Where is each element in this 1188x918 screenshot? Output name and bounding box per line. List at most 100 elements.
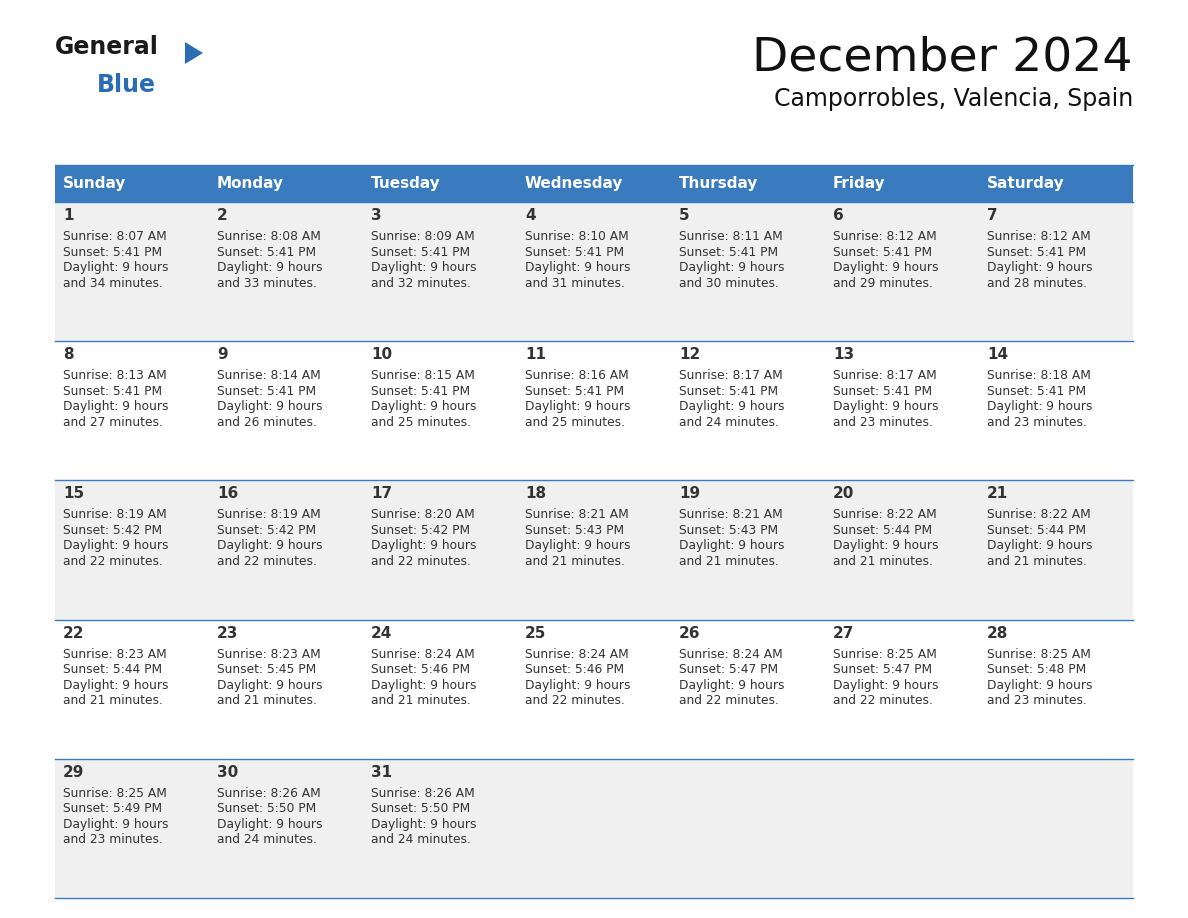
Text: and 21 minutes.: and 21 minutes. [680,554,779,568]
Text: Sunset: 5:47 PM: Sunset: 5:47 PM [833,663,933,676]
Text: Daylight: 9 hours: Daylight: 9 hours [833,400,939,413]
Text: Daylight: 9 hours: Daylight: 9 hours [987,678,1093,691]
Text: Sunday: Sunday [63,176,126,191]
Text: Sunset: 5:41 PM: Sunset: 5:41 PM [217,245,316,259]
Text: Sunset: 5:46 PM: Sunset: 5:46 PM [371,663,470,676]
Bar [55,165,1133,202]
Text: and 22 minutes.: and 22 minutes. [217,554,317,568]
Text: Sunset: 5:41 PM: Sunset: 5:41 PM [63,245,162,259]
Text: Sunrise: 8:26 AM: Sunrise: 8:26 AM [371,787,475,800]
Text: Sunrise: 8:26 AM: Sunrise: 8:26 AM [217,787,321,800]
Text: 9: 9 [217,347,228,363]
Text: Sunset: 5:48 PM: Sunset: 5:48 PM [987,663,1086,676]
Text: Daylight: 9 hours: Daylight: 9 hours [371,400,476,413]
Text: Daylight: 9 hours: Daylight: 9 hours [217,678,322,691]
Text: Daylight: 9 hours: Daylight: 9 hours [63,818,169,831]
Text: and 24 minutes.: and 24 minutes. [680,416,779,429]
Text: 14: 14 [987,347,1009,363]
Text: 31: 31 [371,765,392,779]
Text: Sunset: 5:42 PM: Sunset: 5:42 PM [217,524,316,537]
Text: and 34 minutes.: and 34 minutes. [63,276,163,289]
Bar [55,341,1133,480]
Text: Daylight: 9 hours: Daylight: 9 hours [63,261,169,274]
Text: and 27 minutes.: and 27 minutes. [63,416,163,429]
Text: Sunset: 5:43 PM: Sunset: 5:43 PM [680,524,778,537]
Text: Sunset: 5:41 PM: Sunset: 5:41 PM [371,385,470,397]
Text: Sunrise: 8:20 AM: Sunrise: 8:20 AM [371,509,475,521]
Text: and 29 minutes.: and 29 minutes. [833,276,933,289]
Text: Sunset: 5:44 PM: Sunset: 5:44 PM [63,663,162,676]
Text: Sunrise: 8:25 AM: Sunrise: 8:25 AM [987,647,1091,661]
Text: and 21 minutes.: and 21 minutes. [217,694,317,707]
Text: 24: 24 [371,625,392,641]
Text: and 21 minutes.: and 21 minutes. [525,554,625,568]
Text: Sunset: 5:50 PM: Sunset: 5:50 PM [371,802,470,815]
Text: 16: 16 [217,487,239,501]
Text: 25: 25 [525,625,546,641]
Text: 11: 11 [525,347,546,363]
Text: Monday: Monday [217,176,284,191]
Text: Sunset: 5:41 PM: Sunset: 5:41 PM [217,385,316,397]
Text: Sunset: 5:41 PM: Sunset: 5:41 PM [680,385,778,397]
Text: and 25 minutes.: and 25 minutes. [371,416,470,429]
Text: 10: 10 [371,347,392,363]
Text: Sunrise: 8:24 AM: Sunrise: 8:24 AM [680,647,783,661]
Text: 3: 3 [371,208,381,223]
Text: Sunrise: 8:11 AM: Sunrise: 8:11 AM [680,230,783,243]
Text: and 23 minutes.: and 23 minutes. [833,416,933,429]
Text: Sunrise: 8:22 AM: Sunrise: 8:22 AM [833,509,937,521]
Text: Sunset: 5:44 PM: Sunset: 5:44 PM [987,524,1086,537]
Text: Daylight: 9 hours: Daylight: 9 hours [371,540,476,553]
Text: Sunset: 5:41 PM: Sunset: 5:41 PM [525,385,624,397]
Text: Sunset: 5:42 PM: Sunset: 5:42 PM [63,524,162,537]
Text: 13: 13 [833,347,854,363]
Text: and 22 minutes.: and 22 minutes. [371,554,470,568]
Text: Sunrise: 8:24 AM: Sunrise: 8:24 AM [525,647,628,661]
Text: Daylight: 9 hours: Daylight: 9 hours [833,540,939,553]
Text: Sunrise: 8:21 AM: Sunrise: 8:21 AM [680,509,783,521]
Text: Sunset: 5:46 PM: Sunset: 5:46 PM [525,663,624,676]
Text: 4: 4 [525,208,536,223]
Text: Sunrise: 8:13 AM: Sunrise: 8:13 AM [63,369,166,382]
Bar [55,620,1133,759]
Text: and 23 minutes.: and 23 minutes. [987,416,1087,429]
Text: and 22 minutes.: and 22 minutes. [833,694,933,707]
Text: Daylight: 9 hours: Daylight: 9 hours [63,678,169,691]
Text: Sunrise: 8:10 AM: Sunrise: 8:10 AM [525,230,628,243]
Text: 30: 30 [217,765,239,779]
Text: Daylight: 9 hours: Daylight: 9 hours [63,400,169,413]
Bar [55,759,1133,898]
Text: Daylight: 9 hours: Daylight: 9 hours [833,261,939,274]
Text: Daylight: 9 hours: Daylight: 9 hours [680,540,784,553]
Text: 8: 8 [63,347,74,363]
Text: 22: 22 [63,625,84,641]
Text: Sunrise: 8:19 AM: Sunrise: 8:19 AM [63,509,166,521]
Text: Sunset: 5:43 PM: Sunset: 5:43 PM [525,524,624,537]
Text: Daylight: 9 hours: Daylight: 9 hours [63,540,169,553]
Text: Daylight: 9 hours: Daylight: 9 hours [217,261,322,274]
Text: Sunrise: 8:08 AM: Sunrise: 8:08 AM [217,230,321,243]
Text: 17: 17 [371,487,392,501]
Text: Daylight: 9 hours: Daylight: 9 hours [217,400,322,413]
Text: and 26 minutes.: and 26 minutes. [217,416,317,429]
Text: Sunset: 5:41 PM: Sunset: 5:41 PM [680,245,778,259]
Text: Sunrise: 8:09 AM: Sunrise: 8:09 AM [371,230,475,243]
Text: Sunrise: 8:22 AM: Sunrise: 8:22 AM [987,509,1091,521]
Text: Daylight: 9 hours: Daylight: 9 hours [371,678,476,691]
Text: 6: 6 [833,208,843,223]
Text: Sunset: 5:41 PM: Sunset: 5:41 PM [525,245,624,259]
Text: Sunrise: 8:12 AM: Sunrise: 8:12 AM [833,230,937,243]
Text: Sunrise: 8:07 AM: Sunrise: 8:07 AM [63,230,166,243]
Text: Daylight: 9 hours: Daylight: 9 hours [987,540,1093,553]
Text: Sunrise: 8:12 AM: Sunrise: 8:12 AM [987,230,1091,243]
Text: 29: 29 [63,765,84,779]
Text: and 32 minutes.: and 32 minutes. [371,276,470,289]
Text: December 2024: December 2024 [752,35,1133,80]
Text: Sunset: 5:45 PM: Sunset: 5:45 PM [217,663,316,676]
Text: and 30 minutes.: and 30 minutes. [680,276,779,289]
Text: Daylight: 9 hours: Daylight: 9 hours [217,540,322,553]
Text: Daylight: 9 hours: Daylight: 9 hours [371,261,476,274]
Text: Sunrise: 8:17 AM: Sunrise: 8:17 AM [680,369,783,382]
Text: Daylight: 9 hours: Daylight: 9 hours [680,678,784,691]
Text: Blue: Blue [97,73,156,97]
